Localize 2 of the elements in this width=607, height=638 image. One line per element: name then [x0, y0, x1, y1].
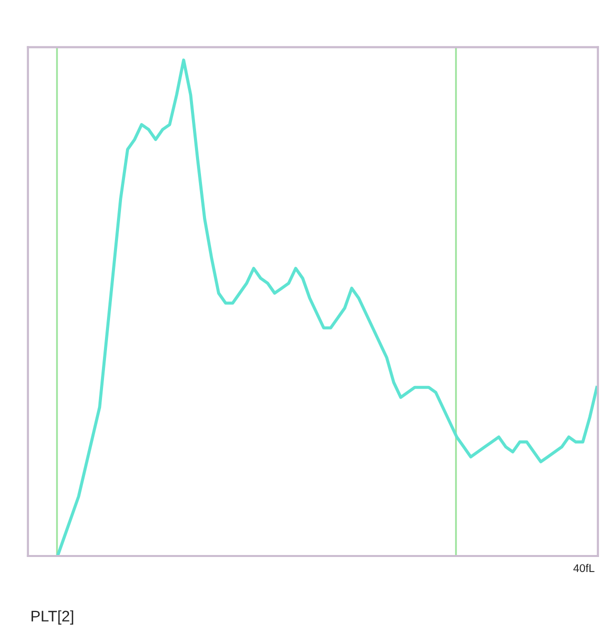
text: 40fL [573, 564, 594, 572]
text: PLT[2] [32, 610, 74, 625]
